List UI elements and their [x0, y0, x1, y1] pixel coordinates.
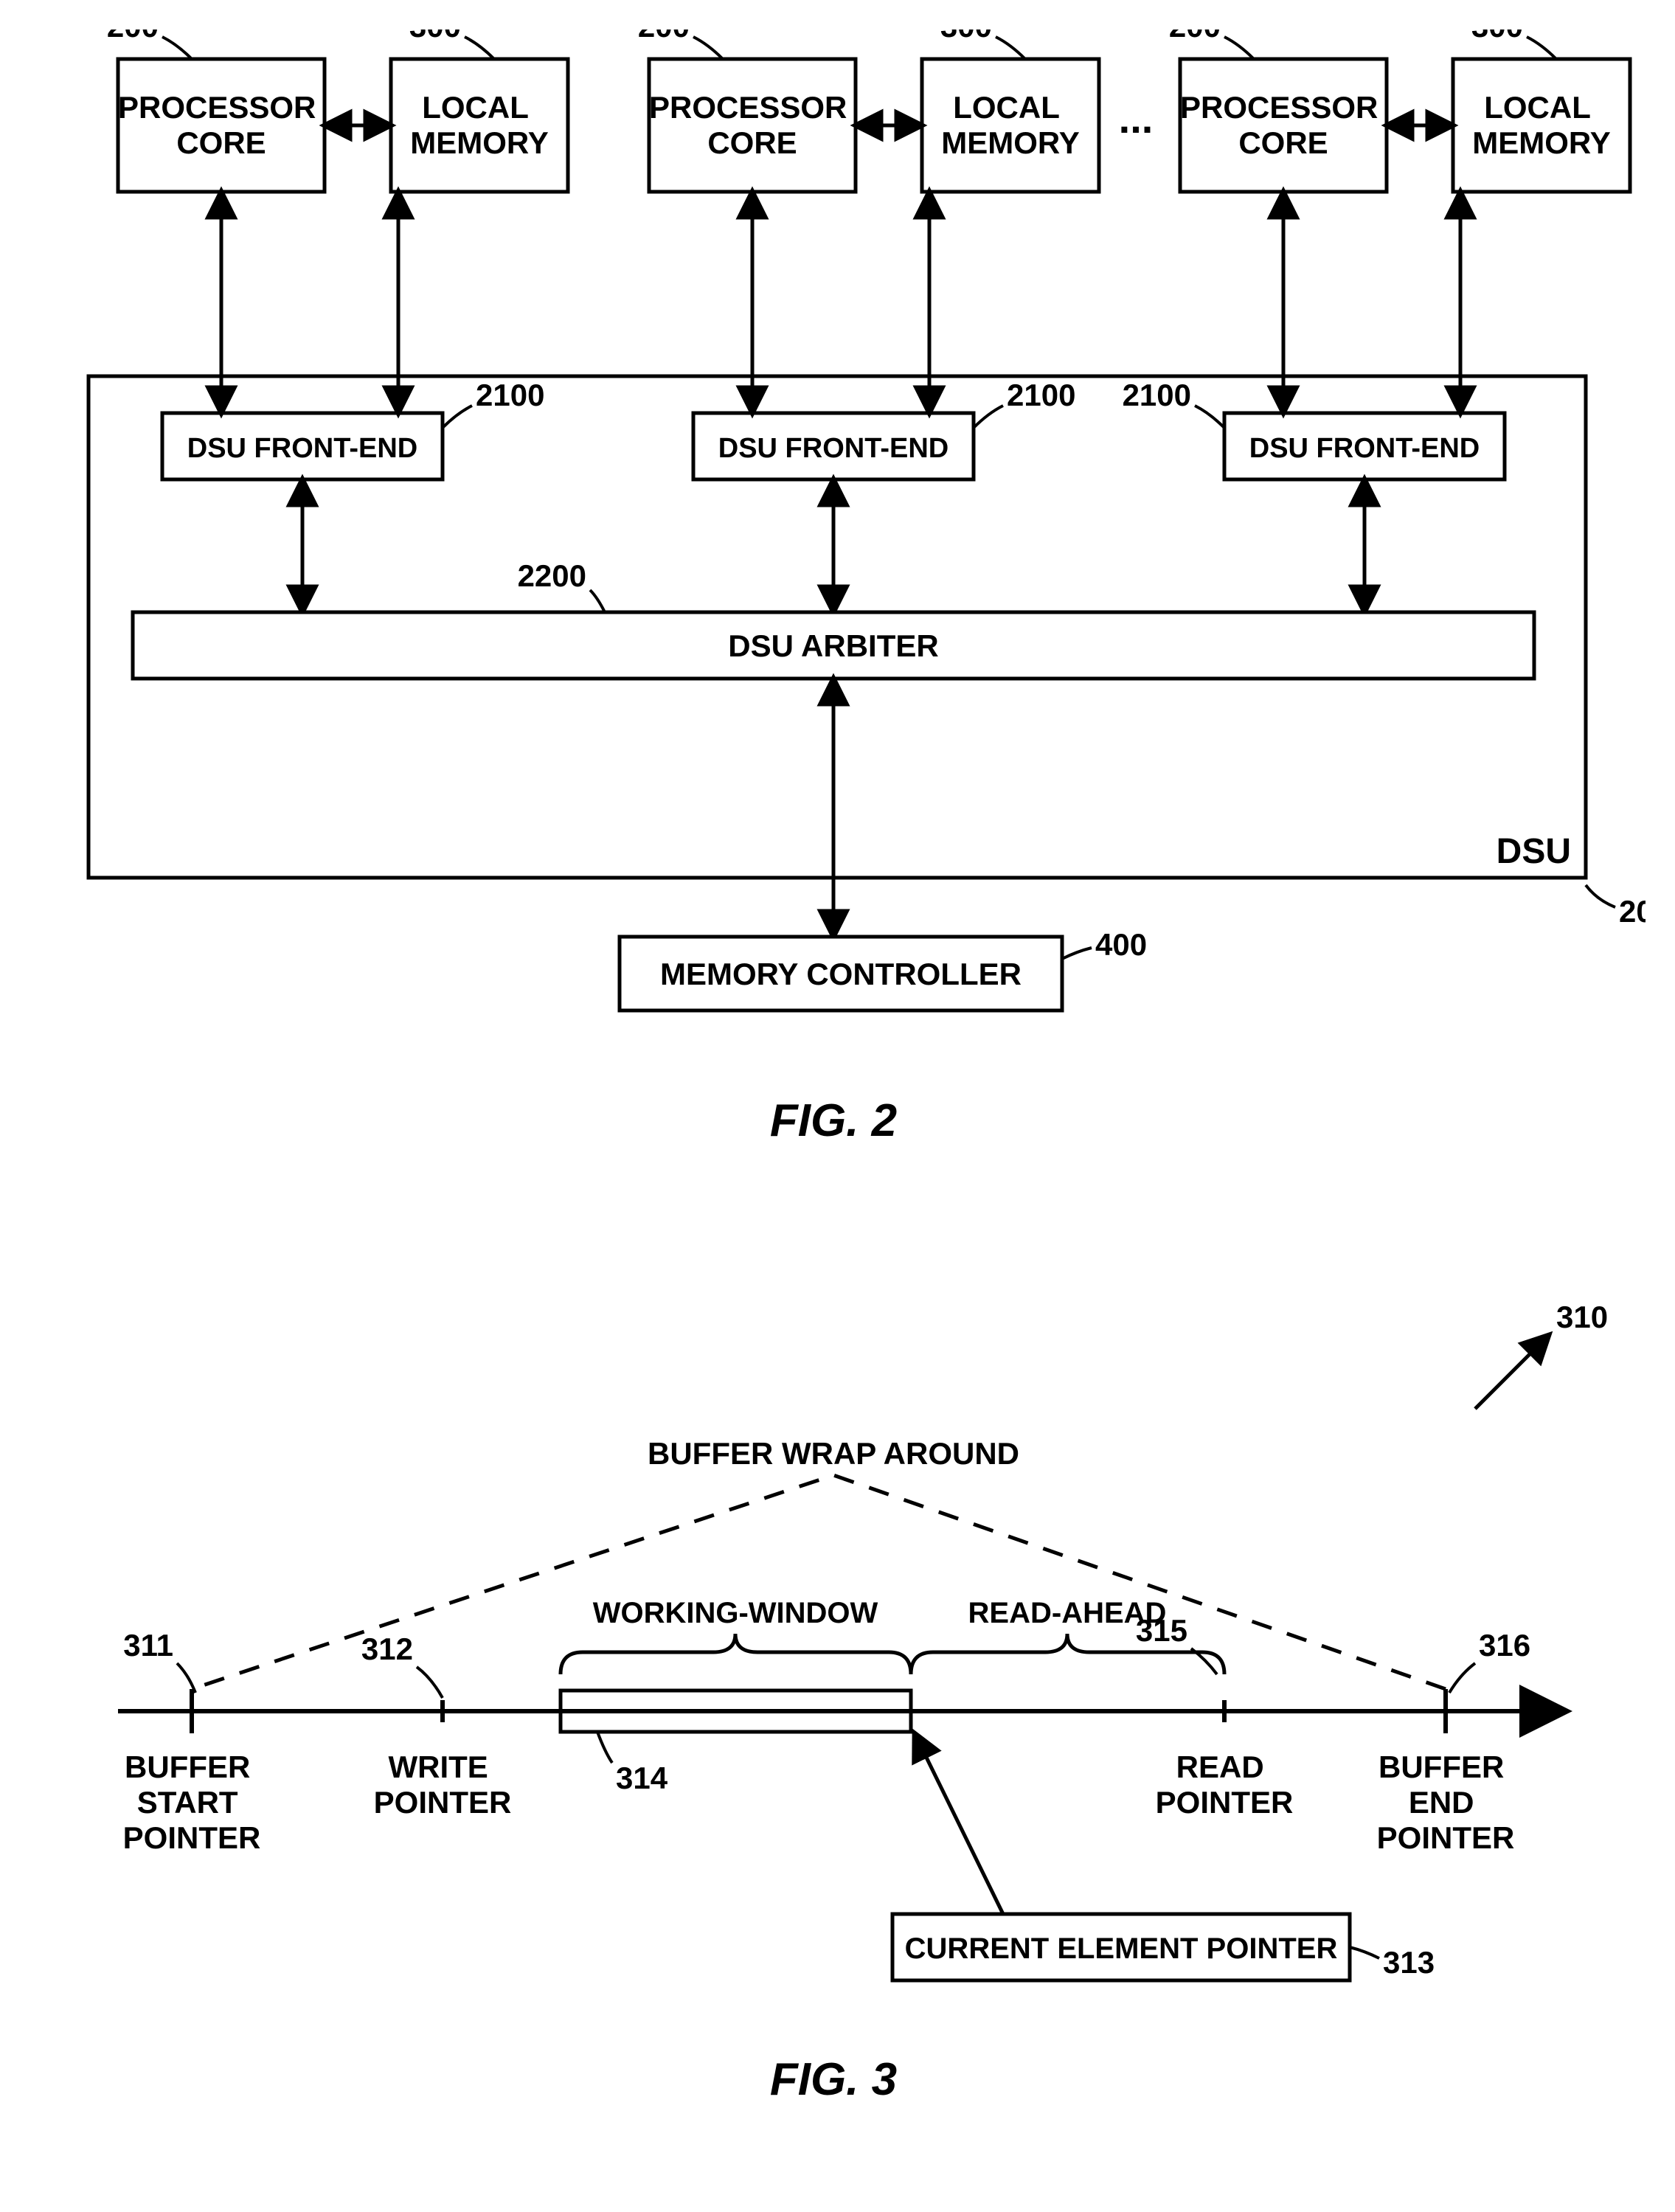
buffer-wrap-label: BUFFER WRAP AROUND — [648, 1436, 1019, 1471]
current-element-pointer-text: CURRENT ELEMENT POINTER — [905, 1932, 1338, 1965]
buffer-end-pointer-label: BUFFER END POINTER — [1377, 1750, 1515, 1855]
ref-316: 316 — [1479, 1628, 1530, 1663]
ref-2200: 2200 — [518, 558, 586, 593]
ref-315: 315 — [1136, 1613, 1187, 1648]
local-memory-text-1: LOCAL MEMORY — [410, 90, 548, 160]
dsu-front-end-text-2: DSU FRONT-END — [718, 433, 949, 464]
leader-2100-2 — [974, 406, 1003, 428]
fig2-caption: FIG. 2 — [770, 1095, 897, 1146]
leader-2200 — [590, 590, 605, 612]
dsu-label: DSU — [1497, 832, 1571, 871]
buffer-start-pointer-label: BUFFER START POINTER — [123, 1750, 261, 1855]
leader-314 — [597, 1732, 612, 1763]
dsu-front-end-text-1: DSU FRONT-END — [187, 433, 417, 464]
leader-2100-3 — [1195, 406, 1224, 428]
ref-400: 400 — [1095, 927, 1147, 962]
ref-312: 312 — [361, 1632, 413, 1666]
diagram-canvas: DSU 2000 PROCESSOR CORE 200 LOCAL MEMORY… — [30, 30, 1645, 2182]
ref-200-1: 200 — [107, 30, 159, 44]
ref-311: 311 — [123, 1628, 173, 1663]
ref-2100-3: 2100 — [1123, 378, 1191, 412]
working-window-bracket: WORKING-WINDOW — [561, 1597, 911, 1674]
leader-300-1 — [465, 37, 494, 59]
write-pointer-label: WRITE POINTER — [374, 1750, 512, 1820]
ref-313: 313 — [1383, 1945, 1435, 1980]
leader-200-2 — [693, 37, 723, 59]
read-pointer-label: READ POINTER — [1156, 1750, 1294, 1820]
leader-300-3 — [1527, 37, 1556, 59]
ref-300-2: 300 — [940, 30, 992, 44]
leader-313 — [1350, 1947, 1379, 1958]
leader-300-2 — [996, 37, 1025, 59]
ref-2000: 2000 — [1586, 885, 1645, 929]
leader-311 — [177, 1663, 195, 1693]
dsu-front-end-text-3: DSU FRONT-END — [1249, 433, 1480, 464]
fig3-caption: FIG. 3 — [770, 2054, 897, 2105]
memory-controller-text: MEMORY CONTROLLER — [660, 957, 1022, 991]
leader-200-1 — [162, 37, 192, 59]
fig3: 310 311 BUFFER START POINTER 312 WRITE P… — [118, 1300, 1608, 2105]
ref-310: 310 — [1475, 1300, 1608, 1409]
ref-310-text: 310 — [1556, 1300, 1608, 1334]
working-window-label: WORKING-WINDOW — [593, 1597, 878, 1629]
ref-300-1: 300 — [409, 30, 461, 44]
ref-200-3: 200 — [1169, 30, 1221, 44]
ellipsis: ... — [1119, 95, 1154, 142]
leader-400 — [1062, 948, 1092, 959]
fig2: DSU 2000 PROCESSOR CORE 200 LOCAL MEMORY… — [89, 30, 1645, 1146]
leader-312 — [417, 1667, 443, 1698]
leader-2100-1 — [443, 406, 472, 428]
leader-316 — [1449, 1663, 1475, 1693]
core-group-3: PROCESSOR CORE 200 LOCAL MEMORY 300 DSU … — [1123, 30, 1630, 612]
arrow-cep — [915, 1733, 1003, 1914]
leader-200-3 — [1224, 37, 1254, 59]
local-memory-text-3: LOCAL MEMORY — [1472, 90, 1610, 160]
core-group-1: PROCESSOR CORE 200 LOCAL MEMORY 300 DSU … — [107, 30, 568, 612]
dsu-arbiter-text: DSU ARBITER — [728, 628, 938, 663]
ref-2000-text: 2000 — [1619, 894, 1645, 929]
ref-314: 314 — [616, 1761, 668, 1795]
ref-200-2: 200 — [638, 30, 690, 44]
page: DSU 2000 PROCESSOR CORE 200 LOCAL MEMORY… — [30, 30, 1645, 2182]
local-memory-text-2: LOCAL MEMORY — [941, 90, 1079, 160]
ref-300-3: 300 — [1471, 30, 1523, 44]
ref-2100-2: 2100 — [1007, 378, 1075, 412]
core-group-2: PROCESSOR CORE 200 LOCAL MEMORY 300 DSU … — [638, 30, 1099, 612]
ref-2100-1: 2100 — [476, 378, 544, 412]
